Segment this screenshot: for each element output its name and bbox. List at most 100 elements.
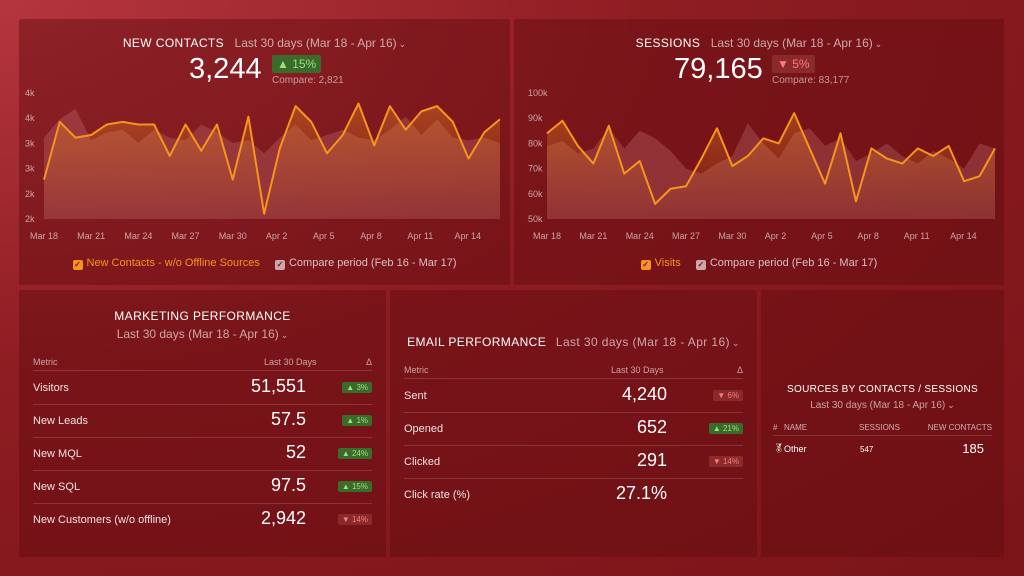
delta-badge: ▲ 21% [708,423,743,434]
compare-value: Compare: 2,821 [272,75,344,86]
date-range-dropdown[interactable]: Last 30 days (Mar 18 - Apr 16) [710,36,873,50]
metric-value: 27.1% [615,483,667,503]
table-row: Sent 4,240 ▼ 6% [404,380,743,413]
new-contacts-title: NEW CONTACTS [122,36,225,50]
legend-item-compare[interactable]: ✓ Compare period (Feb 16 - Mar 17) [274,257,457,270]
table-row: Opened 652 ▲ 21% [404,413,743,446]
col-delta: Δ [736,365,743,375]
x-tick-label: Apr 11 [904,231,930,241]
legend-item-compare[interactable]: ✓ Compare period (Feb 16 - Mar 17) [695,257,878,270]
col-period: Last 30 Days [264,357,317,367]
sources-panel: SOURCES BY CONTACTS / SESSIONS Last 30 d… [761,290,1004,557]
y-tick-label: 70k [528,164,543,174]
x-tick-label: Mar 21 [77,231,105,241]
chart-legend: ✓ Visits ✓ Compare period (Feb 16 - Mar 17… [514,257,1004,270]
x-tick-label: Apr 8 [360,231,382,241]
y-tick-label: 4k [25,88,35,98]
table-row: Visitors 51,551 ▲ 3% [33,372,372,405]
x-tick-label: Mar 21 [579,231,607,241]
metric-value: 57.5 [270,409,306,429]
table-row: New MQL 52 ▲ 24% [33,438,372,471]
x-tick-label: Mar 27 [172,231,200,241]
marketing-period-wrap: Last 30 days (Mar 18 - Apr 16) ⌄ [19,327,386,341]
y-tick-label: 80k [528,138,543,148]
main-series-line [546,112,996,205]
metric-value: 51,551 [250,376,306,396]
new-contacts-value: 3,244 [189,53,262,85]
compare-value: Compare: 83,177 [772,75,850,86]
table-row: New Leads 57.5 ▲ 1% [33,405,372,438]
col-metric: Metric [404,365,429,375]
metric-label: Visitors [33,382,69,394]
col-delta: Δ [365,357,372,367]
x-tick-label: Apr 5 [811,231,833,241]
metric-label: Opened [404,423,444,435]
metric-label: Click rate (%) [404,489,471,501]
chevron-down-icon[interactable]: ⌄ [280,330,289,340]
table-row[interactable]: 🏅︎ Other 547 185 [773,439,992,461]
chevron-down-icon[interactable]: ⌄ [398,39,407,49]
x-tick-label: Mar 30 [219,231,247,241]
checkbox-icon[interactable]: ✓ [695,260,706,270]
sources-period-wrap: Last 30 days (Mar 18 - Apr 16) ⌄ [761,400,1004,411]
change-badge: ▼ 5% [772,55,815,73]
x-tick-label: Mar 18 [30,231,58,241]
table-row: Clicked 291 ▼ 14% [404,446,743,479]
metric-label: New SQL [33,481,81,493]
date-range-dropdown[interactable]: Last 30 days (Mar 18 - Apr 16) [555,335,730,349]
legend-item-main[interactable]: ✓ New Contacts - w/o Offline Sources [72,257,260,270]
medal-icon: 🏅︎ [773,443,785,453]
table-header: # NAME SESSIONS NEW CONTACTS [773,423,992,436]
x-tick-label: Apr 2 [266,231,288,241]
col-metric: Metric [33,357,58,367]
date-range-dropdown[interactable]: Last 30 days (Mar 18 - Apr 16) [234,36,397,50]
email-title: EMAIL PERFORMANCE [407,335,547,349]
chevron-down-icon[interactable]: ⌄ [731,338,740,348]
new-contacts-chart: 2k 2k 3k 3k 4k 4k Mar 18 Mar 21 Mar 24 Mar 27 Mar … [25,88,501,241]
metric-value: 97.5 [270,475,306,495]
col-contacts: NEW CONTACTS [927,423,992,432]
checkbox-icon[interactable]: ✓ [640,260,651,270]
y-tick-label: 100k [528,88,548,98]
checkbox-icon[interactable]: ✓ [72,260,83,270]
delta-badge: ▲ 3% [342,382,372,393]
sources-title: SOURCES BY CONTACTS / SESSIONS [787,384,978,395]
metric-value: 2,942 [260,508,306,528]
x-tick-label: Mar 18 [533,231,561,241]
delta-badge: ▲ 1% [342,415,372,426]
date-range-dropdown[interactable]: Last 30 days (Mar 18 - Apr 16) [116,327,279,341]
x-tick-label: Apr 8 [857,231,879,241]
x-tick-label: Apr 2 [765,231,787,241]
source-name: Other [784,444,807,454]
email-header: EMAIL PERFORMANCE Last 30 days (Mar 18 -… [390,335,757,349]
sessions-header: SESSIONS Last 30 days (Mar 18 - Apr 16) ⌄ [514,34,1004,52]
checkbox-icon[interactable]: ✓ [274,260,285,270]
y-tick-label: 3k [25,138,35,148]
y-tick-label: 3k [25,164,35,174]
metric-label: New Leads [33,415,89,427]
table-row: Click rate (%) 27.1% [404,479,743,512]
chevron-down-icon[interactable]: ⌄ [874,39,883,49]
y-tick-label: 60k [528,189,543,199]
col-name: NAME [784,423,808,432]
source-sessions: 547 [860,445,874,454]
main-series-line [43,102,501,215]
sessions-title: SESSIONS [635,36,701,50]
metric-value: 652 [636,417,667,437]
x-tick-label: Mar 24 [626,231,654,241]
metric-value: 4,240 [621,384,667,404]
table-header: Metric Last 30 Days Δ [404,365,743,379]
sessions-panel: SESSIONS Last 30 days (Mar 18 - Apr 16) ⌄… [514,19,1004,285]
new-contacts-panel: NEW CONTACTS Last 30 days (Mar 18 - Apr … [19,19,510,285]
metric-label: New Customers (w/o offline) [33,514,171,526]
legend-item-main[interactable]: ✓ Visits [640,257,681,270]
chevron-down-icon[interactable]: ⌄ [947,400,955,410]
sessions-chart: 50k 60k 70k 80k 90k 100k Mar 18 Mar 21 Mar 24 Mar… [528,88,996,241]
main-series-area [547,113,995,219]
table-header: Metric Last 30 Days Δ [33,357,372,371]
metric-label: New MQL [33,448,82,460]
y-tick-label: 2k [25,189,35,199]
delta-badge: ▲ 24% [337,448,372,459]
date-range-dropdown[interactable]: Last 30 days (Mar 18 - Apr 16) [810,400,946,411]
marketing-performance-panel: MARKETING PERFORMANCE Last 30 days (Mar … [19,290,386,557]
